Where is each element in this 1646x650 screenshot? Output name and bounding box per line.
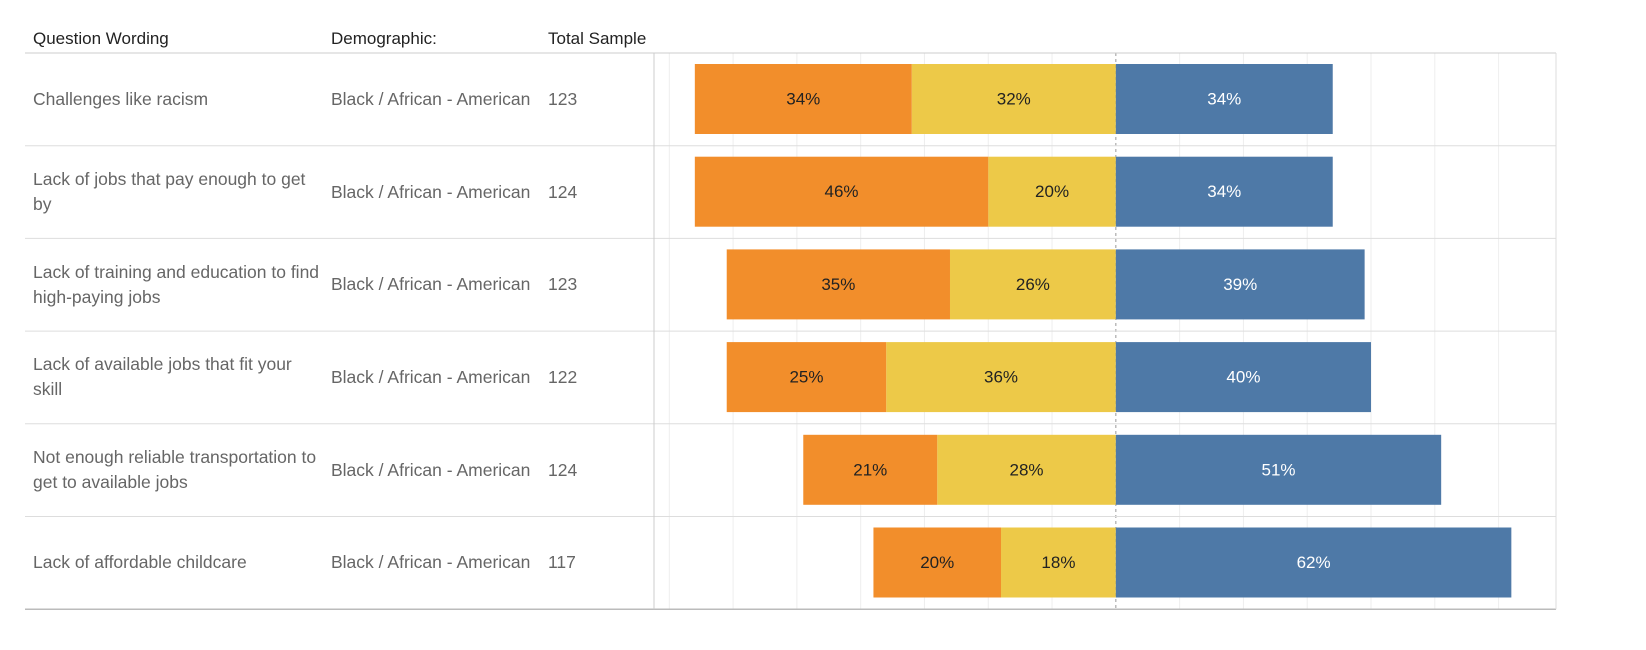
demographic: Black / African - American — [331, 88, 531, 109]
bar-segment — [1115, 156, 1333, 227]
value-label: 34% — [786, 90, 820, 109]
value-label: 35% — [821, 275, 855, 294]
column-header: Demographic: — [331, 29, 437, 48]
value-label: 25% — [789, 368, 823, 387]
bar-segment — [873, 527, 1002, 598]
value-label: 32% — [997, 90, 1031, 109]
bar-segment — [1115, 527, 1512, 598]
bar-segment — [988, 156, 1116, 227]
bar-segment — [694, 64, 912, 134]
bar-segment — [1115, 342, 1372, 413]
bar-segment — [1115, 64, 1333, 134]
value-label: 21% — [853, 460, 887, 479]
bar-segment — [911, 64, 1116, 134]
question: Challenges like racism — [33, 88, 209, 109]
bar-segment — [1115, 434, 1442, 505]
value-label: 46% — [825, 182, 859, 201]
value-label: 39% — [1223, 275, 1257, 294]
demographic: Black / African - American — [331, 181, 531, 202]
bar-segment — [1001, 527, 1116, 598]
value-label: 34% — [1207, 90, 1241, 109]
value-label: 18% — [1041, 553, 1075, 572]
demographic: Black / African - American — [331, 274, 531, 295]
value-label: 36% — [984, 368, 1018, 387]
demographic: Black / African - American — [331, 552, 531, 573]
value-label: 26% — [1016, 275, 1050, 294]
value-label: 20% — [920, 553, 954, 572]
question: Lack of affordable childcare — [33, 552, 247, 573]
question: Lack of jobs that pay enough to get by — [33, 169, 306, 215]
bar-segment — [803, 434, 938, 505]
demographic: Black / African - American — [331, 366, 531, 387]
total-sample: 122 — [548, 366, 578, 387]
question: Lack of available jobs that fit your ski… — [33, 354, 292, 400]
value-label: 40% — [1226, 368, 1260, 387]
value-label: 51% — [1261, 460, 1295, 479]
bar-segment — [694, 156, 989, 227]
demographic: Black / African - American — [331, 459, 531, 480]
question: Lack of training and education to find h… — [33, 261, 320, 307]
column-header: Total Sample — [548, 29, 647, 48]
total-sample: 124 — [548, 459, 578, 480]
bar-segment — [726, 342, 887, 413]
total-sample: 123 — [548, 88, 578, 109]
bar-segment — [726, 249, 950, 320]
column-header: Question Wording — [33, 29, 169, 48]
bar-segment — [1115, 249, 1365, 320]
bar-segment — [937, 434, 1116, 505]
question: Not enough reliable transportation to ge… — [33, 447, 317, 493]
value-label: 20% — [1035, 182, 1069, 201]
bar-segment — [886, 342, 1116, 413]
total-sample: 124 — [548, 181, 578, 202]
total-sample: 117 — [548, 552, 576, 573]
value-label: 62% — [1297, 553, 1331, 572]
value-label: 34% — [1207, 182, 1241, 201]
bar-segment — [949, 249, 1116, 320]
value-label: 28% — [1010, 460, 1044, 479]
total-sample: 123 — [548, 274, 578, 295]
